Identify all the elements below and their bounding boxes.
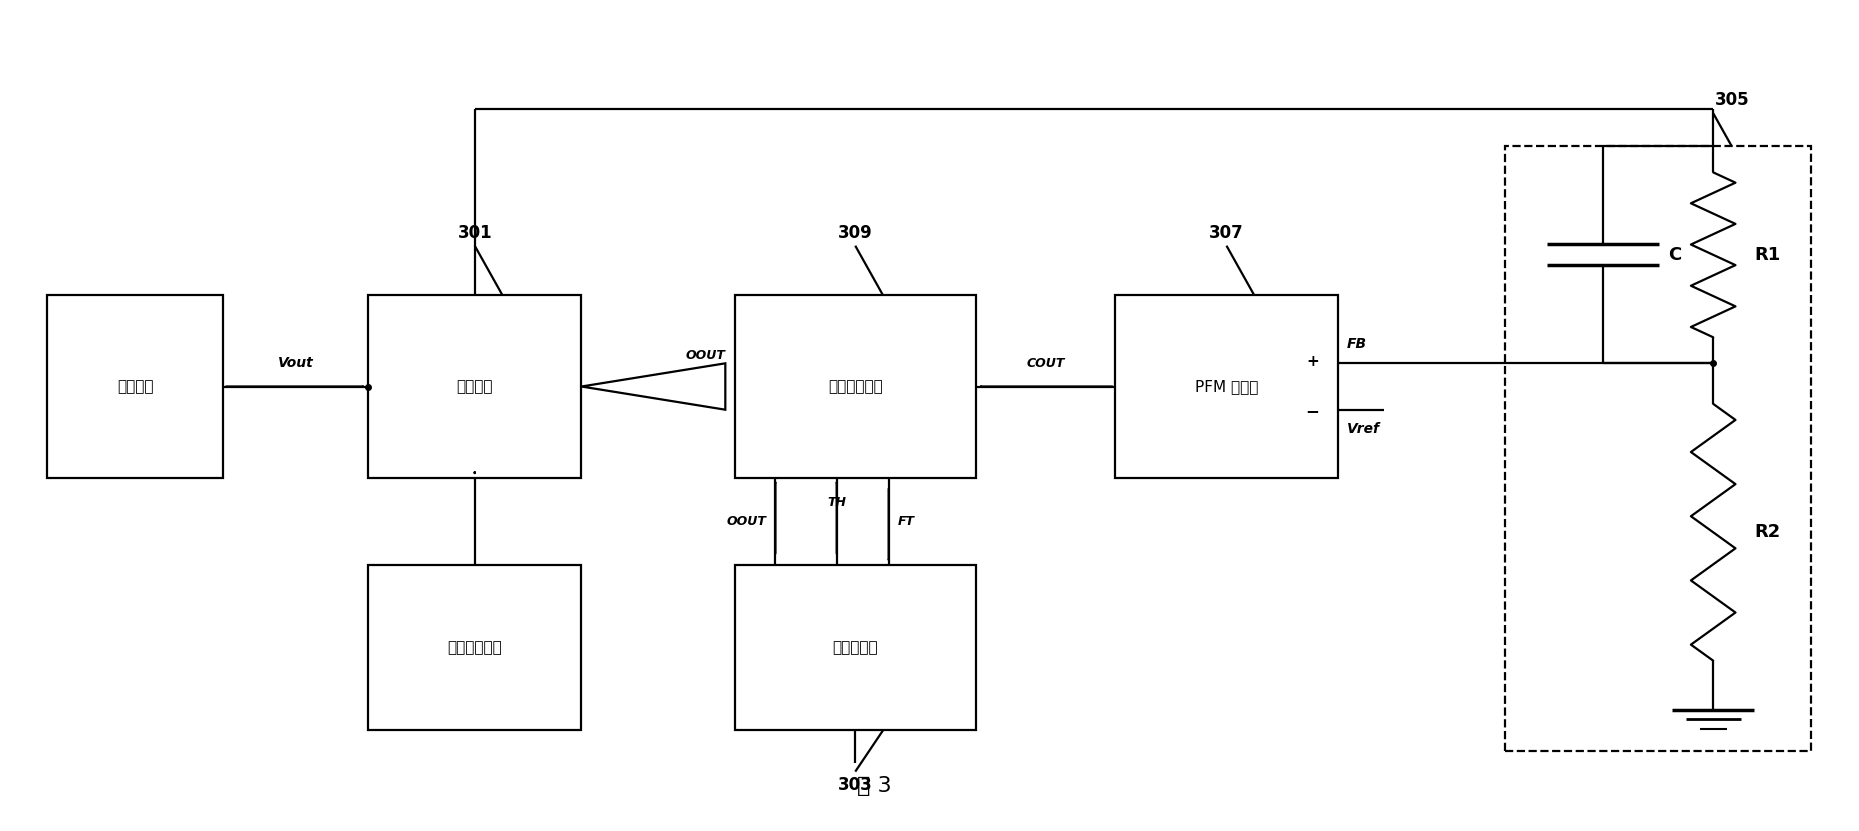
Bar	[1115, 295, 1338, 478]
Text: +: +	[1307, 354, 1320, 369]
Text: OOUT: OOUT	[686, 349, 725, 361]
Text: TH: TH	[827, 495, 846, 509]
Bar	[734, 564, 976, 730]
Text: 307: 307	[1208, 224, 1244, 242]
Text: FT: FT	[898, 514, 915, 528]
Text: 303: 303	[838, 776, 872, 794]
Text: 305: 305	[1714, 91, 1749, 109]
Text: Vout: Vout	[277, 356, 314, 370]
Bar	[46, 295, 223, 478]
Polygon shape	[582, 363, 725, 410]
Bar	[1506, 146, 1811, 751]
Text: PFM 比较器: PFM 比较器	[1195, 379, 1259, 394]
Text: −: −	[1305, 402, 1320, 420]
Text: COUT: COUT	[1026, 357, 1065, 370]
Text: 图 3: 图 3	[857, 776, 890, 796]
Text: OOUT: OOUT	[727, 514, 766, 528]
Text: 环形振荡器: 环形振荡器	[833, 640, 877, 655]
Text: Vref: Vref	[1348, 422, 1379, 436]
Text: 逻辑控制单元: 逻辑控制单元	[827, 379, 883, 394]
Text: FB: FB	[1348, 337, 1366, 351]
Text: R2: R2	[1755, 524, 1781, 541]
Text: 电流限制电路: 电流限制电路	[448, 640, 502, 655]
Text: C: C	[1668, 246, 1681, 263]
Text: 升压电路: 升压电路	[457, 379, 493, 394]
Text: 301: 301	[457, 224, 493, 242]
Bar	[734, 295, 976, 478]
Bar	[368, 295, 582, 478]
Text: 309: 309	[838, 224, 872, 242]
Text: 外部负载: 外部负载	[117, 379, 152, 394]
Bar	[368, 564, 582, 730]
Text: R1: R1	[1755, 246, 1781, 263]
